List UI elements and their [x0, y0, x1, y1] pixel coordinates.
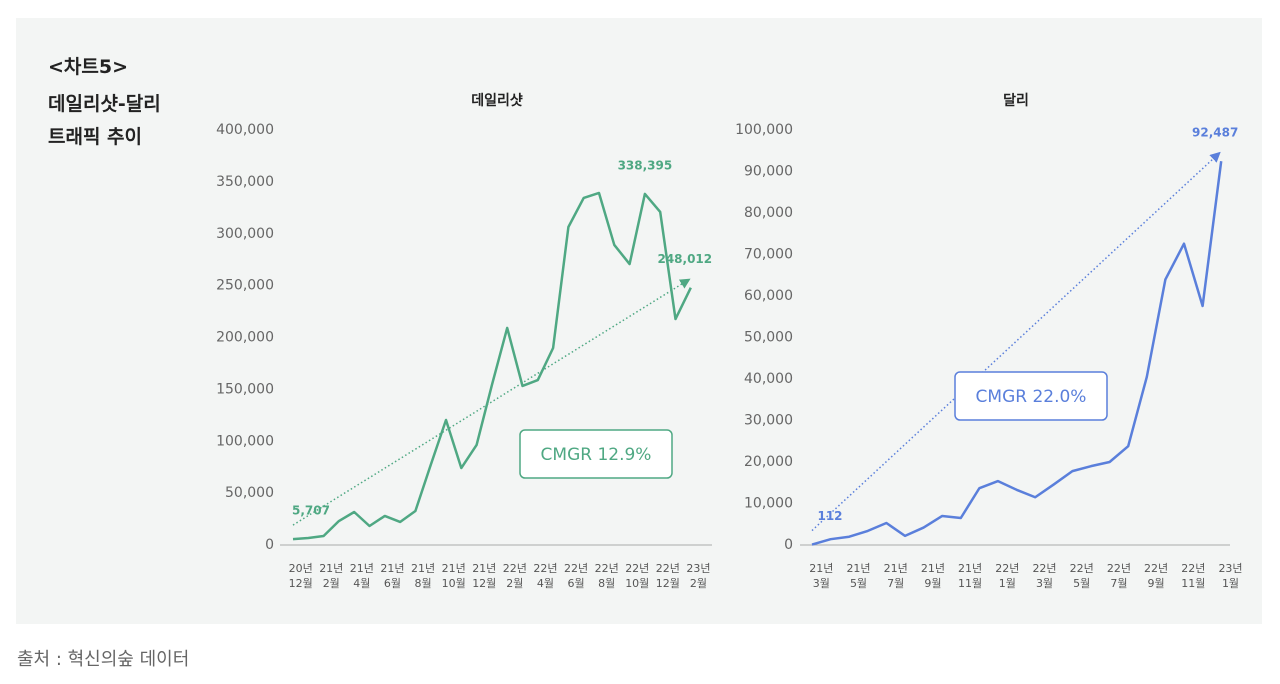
- annotation-box: [954, 371, 1108, 421]
- x-tick-label: 22년 10월: [625, 562, 650, 590]
- trend-line: [811, 151, 1221, 532]
- y-tick-label: 400,000: [216, 122, 274, 138]
- x-tick-label: 21년 5월: [846, 562, 871, 590]
- data-label: 112: [817, 509, 842, 523]
- y-tick-label: 150,000: [216, 381, 274, 397]
- data-label: 338,395: [618, 158, 673, 172]
- data-label: 248,012: [657, 252, 712, 266]
- heading: 데일리샷-달리 트래픽 추이: [48, 93, 161, 148]
- x-tick-label: 21년 10월: [441, 562, 466, 590]
- x-tick-label: 21년 8월: [410, 562, 436, 590]
- x-tick-label: 20년 12월: [288, 562, 313, 590]
- x-tick-label: 22년 2월: [502, 562, 527, 590]
- y-tick-label: 100,000: [216, 433, 274, 449]
- x-tick-label: 22년 3월: [1032, 562, 1057, 590]
- x-tick-label: 22년 9월: [1144, 562, 1169, 590]
- x-tick-label: 22년 5월: [1069, 562, 1094, 590]
- x-tick-label: 21년 4월: [349, 562, 374, 590]
- chart-title: 데일리샷: [471, 93, 523, 109]
- x-tick-label: 22년 8월: [594, 562, 619, 590]
- data-label: 92,487: [1192, 126, 1238, 140]
- y-tick-label: 20,000: [744, 454, 793, 470]
- x-tick-label: 22년 12월: [655, 562, 680, 590]
- annotation: CMGR 12.9%: [541, 445, 652, 465]
- x-tick-label: 22년 6월: [563, 562, 589, 590]
- y-tick-label: 350,000: [216, 174, 274, 190]
- chart-title: 달리: [1003, 93, 1029, 109]
- y-tick-label: 10,000: [744, 496, 793, 512]
- annotation-box: [519, 429, 673, 479]
- y-tick-label: 80,000: [744, 205, 793, 221]
- panel: [16, 18, 1262, 624]
- source: 출처 : 혁신의숲 데이터: [17, 649, 190, 670]
- y-tick-label: 90,000: [744, 164, 793, 180]
- x-tick-label: 23년 1월: [1218, 562, 1243, 590]
- annotation: CMGR 22.0%: [976, 387, 1087, 407]
- x-tick-label: 21년 3월: [809, 562, 834, 590]
- trend-line: [292, 278, 691, 526]
- y-tick-label: 100,000: [735, 122, 793, 138]
- y-tick-label: 50,000: [744, 330, 793, 346]
- x-tick-label: 21년 6월: [380, 562, 405, 590]
- y-tick-label: 70,000: [744, 247, 793, 263]
- series-line: [292, 191, 692, 541]
- x-tick-label: 21년 12월: [472, 562, 497, 590]
- x-tick-label: 23년 2월: [686, 562, 711, 590]
- x-tick-label: 21년 11월: [958, 562, 983, 590]
- y-tick-label: 50,000: [225, 485, 274, 501]
- y-tick-label: 300,000: [216, 226, 274, 242]
- x-tick-label: 21년 9월: [920, 562, 945, 590]
- x-tick-label: 22년 4월: [533, 562, 558, 590]
- x-tick-label: 22년 1월: [995, 562, 1020, 590]
- x-tick-label: 22년 11월: [1181, 562, 1206, 590]
- y-tick-label: 200,000: [216, 330, 274, 346]
- y-tick-label: 60,000: [744, 288, 793, 304]
- y-tick-label: 0: [784, 537, 793, 553]
- x-tick-label: 21년 2월: [319, 562, 344, 590]
- y-tick-label: 0: [265, 537, 274, 553]
- chart-label: <차트5>: [48, 56, 129, 78]
- y-tick-label: 250,000: [216, 278, 274, 294]
- data-label: 5,707: [292, 504, 330, 518]
- x-tick-label: 22년 7월: [1106, 562, 1131, 590]
- y-tick-label: 40,000: [744, 371, 793, 387]
- y-tick-label: 30,000: [744, 413, 793, 429]
- x-tick-label: 21년 7월: [883, 562, 908, 590]
- series-line: [811, 161, 1223, 546]
